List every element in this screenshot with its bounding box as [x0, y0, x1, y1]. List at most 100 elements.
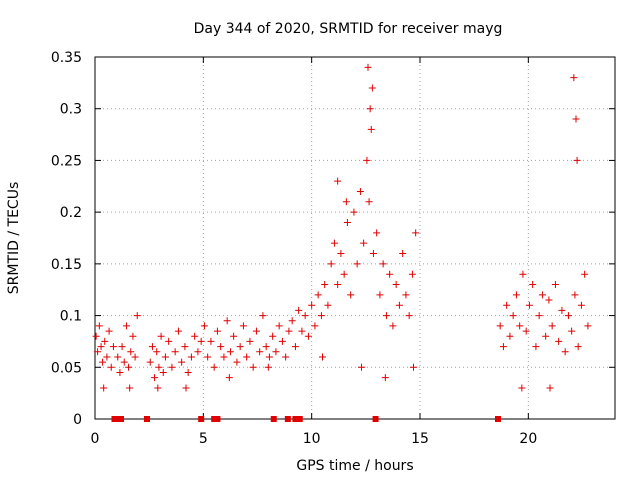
baseline-marker	[211, 416, 218, 422]
data-point	[275, 322, 283, 330]
data-point	[350, 208, 358, 216]
data-point	[107, 363, 115, 371]
data-point	[555, 337, 563, 345]
data-point	[570, 74, 578, 82]
data-point	[230, 332, 238, 340]
data-point	[386, 270, 394, 278]
data-point	[146, 358, 154, 366]
data-point	[154, 384, 162, 392]
data-point	[337, 250, 345, 258]
data-point	[581, 270, 589, 278]
y-axis-ticks: 0 0.05 0.1 0.15 0.2 0.25 0.3 0.35	[51, 50, 615, 428]
baseline-marker	[214, 416, 221, 422]
data-point	[187, 353, 195, 361]
data-point	[330, 239, 338, 247]
data-point	[496, 322, 504, 330]
data-point	[194, 348, 202, 356]
baseline-marker	[144, 416, 150, 422]
data-point	[291, 343, 299, 351]
data-point	[265, 353, 273, 361]
data-point	[97, 343, 105, 351]
data-point	[379, 260, 387, 268]
data-point	[174, 327, 182, 335]
data-points	[92, 63, 592, 392]
data-point	[545, 296, 553, 304]
data-point	[118, 343, 126, 351]
baseline-marker	[270, 416, 277, 422]
x-tick-label: 10	[303, 431, 321, 447]
data-point	[120, 358, 128, 366]
data-point	[295, 306, 303, 314]
data-point	[395, 301, 403, 309]
x-tick-label: 20	[519, 431, 537, 447]
data-point	[155, 363, 163, 371]
x-tick-label: 0	[91, 431, 100, 447]
data-point	[99, 358, 107, 366]
x-tick-label: 5	[199, 431, 208, 447]
y-tick-label: 0.05	[51, 360, 82, 376]
data-point	[389, 322, 397, 330]
data-point	[220, 353, 228, 361]
data-point	[122, 322, 130, 330]
data-point	[548, 322, 556, 330]
data-point	[125, 363, 133, 371]
data-point	[301, 312, 309, 320]
data-point	[342, 198, 350, 206]
data-point	[148, 343, 156, 351]
data-point	[542, 332, 550, 340]
data-point	[376, 291, 384, 299]
data-point	[225, 374, 233, 382]
data-point	[529, 281, 537, 289]
data-point	[367, 125, 375, 133]
data-point	[182, 384, 190, 392]
baseline-marker	[111, 416, 118, 422]
data-point	[298, 327, 306, 335]
data-point	[126, 384, 134, 392]
data-point	[204, 353, 212, 361]
data-point	[151, 374, 159, 382]
data-point	[278, 337, 286, 345]
data-point	[369, 250, 377, 258]
data-point	[334, 177, 342, 185]
baseline-marker	[284, 416, 291, 422]
data-point	[365, 198, 373, 206]
data-point	[92, 332, 100, 340]
baseline-markers	[111, 416, 501, 422]
data-point	[249, 363, 257, 371]
data-point	[558, 306, 566, 314]
data-point	[573, 156, 581, 164]
data-point	[246, 337, 254, 345]
y-tick-label: 0.25	[51, 153, 82, 169]
data-point	[133, 312, 141, 320]
data-point	[503, 301, 511, 309]
data-point	[535, 312, 543, 320]
data-point	[226, 348, 234, 356]
data-point	[262, 343, 270, 351]
data-point	[317, 312, 325, 320]
data-point	[499, 343, 507, 351]
data-point	[340, 270, 348, 278]
data-point	[197, 337, 205, 345]
data-point	[252, 327, 260, 335]
data-point	[161, 353, 169, 361]
data-point	[402, 291, 410, 299]
data-point	[561, 348, 569, 356]
data-point	[324, 301, 332, 309]
data-point	[334, 281, 342, 289]
data-point	[509, 312, 517, 320]
data-point	[116, 368, 124, 376]
data-point	[153, 348, 161, 356]
data-point	[191, 332, 199, 340]
data-point	[572, 115, 580, 123]
data-point	[368, 84, 376, 92]
data-point	[100, 384, 108, 392]
data-point	[319, 353, 326, 361]
data-point	[381, 374, 389, 382]
baseline-marker	[114, 416, 121, 422]
grid-lines	[95, 57, 615, 419]
data-point	[207, 337, 215, 345]
x-axis-ticks: 0 5 10 15 20	[91, 57, 537, 447]
data-point	[321, 281, 329, 289]
data-point	[159, 368, 167, 376]
baseline-marker	[495, 416, 501, 422]
